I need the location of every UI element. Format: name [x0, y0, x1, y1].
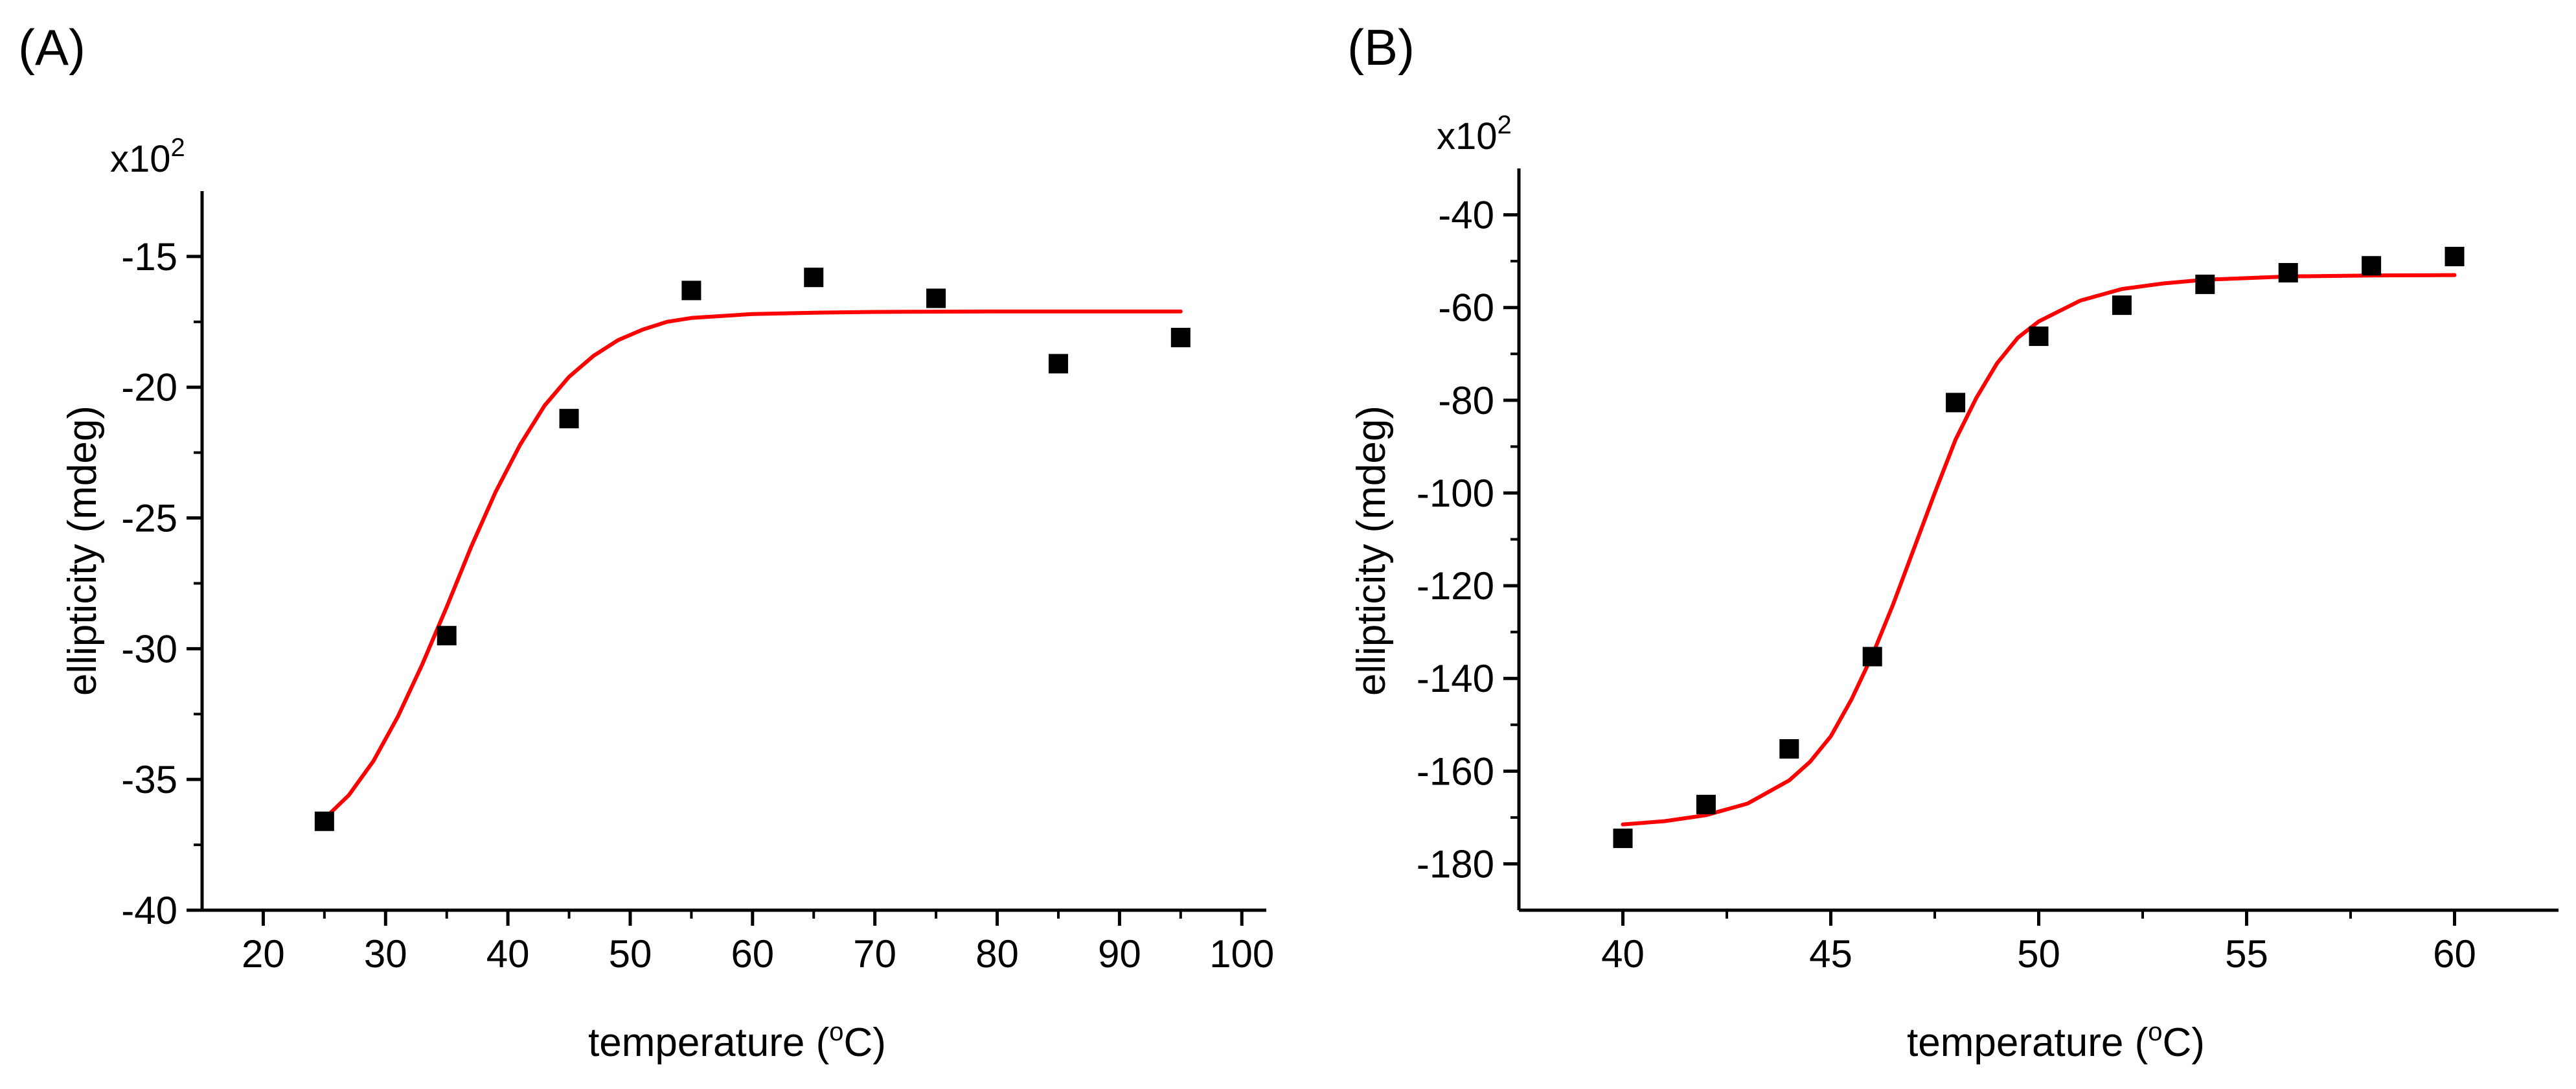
panel-b-y-tick-label: -40 — [1438, 194, 1494, 237]
panel-b-plot: 40 45 50 55 60 -180 -160 -140 -120 -100 -80 -60 -40 — [1417, 168, 2559, 976]
panel-b-data-point — [1946, 393, 1966, 413]
panel-b: (B) x102 temperature (oC) ellipticity (m… — [1347, 19, 2559, 1065]
panel-a-x-tick-label: 100 — [1209, 932, 1274, 976]
panel-b-y-tick-label: -60 — [1438, 286, 1494, 330]
panel-a-data-point — [681, 281, 701, 301]
panel-a-plot: 20 30 40 50 60 70 80 90 100 -40 -35 -30 -25 -20 -15 — [121, 191, 1274, 976]
panel-a-data-point — [559, 409, 579, 429]
panel-b-x-tick-label: 50 — [2017, 932, 2060, 976]
panel-a-x-tick-label: 90 — [1098, 932, 1141, 976]
panel-a-y-axis-title: ellipticity (mdeg) — [60, 406, 105, 696]
panel-b-y-tick-label: -80 — [1438, 379, 1494, 422]
panel-a: (A) x102 temperature (oC) ellipticity (m… — [18, 19, 1274, 1065]
panel-b-data-point — [2445, 246, 2465, 266]
panel-a-data-point — [1048, 354, 1068, 374]
panel-a-data-point — [1170, 328, 1191, 348]
panel-a-y-tick-label: -20 — [121, 366, 177, 409]
panel-a-y-tick-label: -15 — [121, 235, 177, 279]
panel-b-y-tick-label: -140 — [1417, 657, 1494, 700]
panel-b-fit-line — [1621, 273, 2457, 827]
panel-b-data-point — [1613, 829, 1633, 849]
panel-b-y-tick-label: -100 — [1417, 472, 1494, 515]
panel-b-x-tick-label: 55 — [2225, 932, 2268, 976]
panel-b-y-multiplier: x102 — [1437, 111, 1512, 157]
panel-b-data-point — [2112, 295, 2132, 315]
panel-b-label: (B) — [1347, 19, 1415, 76]
panel-a-x-tick-label: 80 — [975, 932, 1019, 976]
panel-b-y-tick-label: -180 — [1417, 842, 1494, 886]
panel-a-label: (A) — [18, 19, 85, 76]
panel-b-x-axis-title: temperature (oC) — [1907, 1018, 2205, 1065]
panel-a-y-tick-label: -25 — [121, 497, 177, 540]
panel-b-data-point — [1862, 647, 1882, 667]
panel-b-data-point — [2278, 263, 2298, 283]
panel-a-y-tick-label: -35 — [121, 758, 177, 801]
panel-b-x-tick-label: 40 — [1601, 932, 1645, 976]
panel-a-x-tick-label: 20 — [242, 932, 285, 976]
panel-a-x-axis-title: temperature (oC) — [588, 1018, 886, 1065]
panel-a-x-tick-label: 70 — [853, 932, 896, 976]
panel-a-data-point — [437, 626, 457, 646]
panel-a-fit-line — [322, 309, 1183, 821]
panel-a-data-point — [926, 288, 946, 308]
panel-b-y-tick-label: -120 — [1417, 564, 1494, 608]
panel-b-x-tick-label: 45 — [1809, 932, 1852, 976]
panel-b-y-tick-label: -160 — [1417, 750, 1494, 793]
panel-b-x-tick-label: 60 — [2433, 932, 2476, 976]
panel-b-data-point — [1779, 739, 1799, 759]
panel-b-y-axis-title: ellipticity (mdeg) — [1349, 406, 1394, 696]
panel-a-y-multiplier: x102 — [110, 133, 185, 180]
panel-a-x-tick-label: 60 — [731, 932, 774, 976]
panel-a-x-tick-label: 30 — [364, 932, 407, 976]
panel-a-x-tick-label: 40 — [486, 932, 530, 976]
panel-b-data-point — [1696, 794, 1716, 814]
panel-a-data-point — [314, 811, 334, 831]
panel-a-x-tick-label: 50 — [609, 932, 652, 976]
panel-a-y-tick-label: -30 — [121, 627, 177, 671]
panel-b-data-point — [2195, 274, 2215, 294]
panel-b-data-point — [2362, 256, 2382, 276]
panel-a-data-point — [804, 268, 824, 288]
panel-b-data-point — [2029, 327, 2049, 347]
panel-a-y-tick-label: -40 — [121, 889, 177, 932]
